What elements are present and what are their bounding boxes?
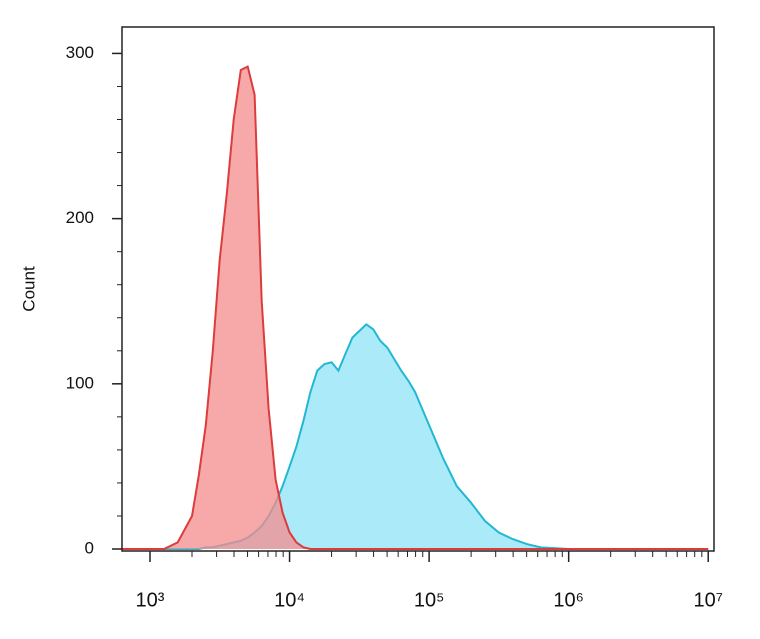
series-line bbox=[122, 65, 709, 550]
y-tick-label: 100 bbox=[66, 373, 94, 392]
x-tick-label: 10⁶ bbox=[553, 589, 583, 611]
y-tick-label: 300 bbox=[66, 43, 94, 62]
y-axis-label: Count bbox=[19, 266, 38, 312]
x-tick-label: 10⁷ bbox=[693, 589, 722, 611]
area-fill bbox=[122, 66, 709, 550]
x-tick-label: 10⁴ bbox=[274, 589, 305, 611]
plot-frame bbox=[121, 26, 715, 552]
y-tick-label: 200 bbox=[66, 208, 94, 227]
x-tick-label: 10⁵ bbox=[414, 589, 445, 611]
area-fill bbox=[122, 324, 709, 550]
y-tick-label: 0 bbox=[85, 539, 94, 558]
x-tick-label: 10³ bbox=[136, 589, 165, 611]
